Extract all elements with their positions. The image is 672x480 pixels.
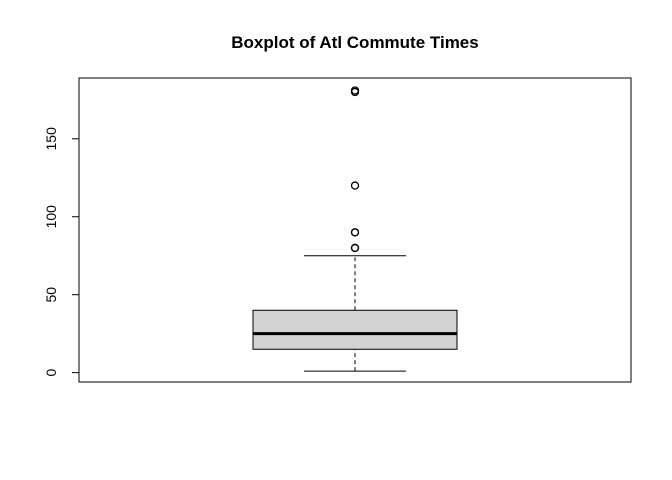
y-tick-label: 0: [43, 369, 59, 377]
outlier-point: [350, 228, 360, 237]
y-tick-label: 100: [43, 205, 59, 229]
y-axis: 0 50 100 150: [43, 127, 80, 377]
chart-title: Boxplot of Atl Commute Times: [231, 33, 478, 52]
y-tick-label: 150: [43, 127, 59, 151]
outlier-point: [350, 243, 360, 253]
outlier-point: [350, 181, 360, 190]
outlier-point: [350, 86, 360, 95]
box-marks: [252, 86, 458, 372]
y-tick-label: 50: [43, 287, 59, 303]
iqr-box: [252, 309, 458, 350]
